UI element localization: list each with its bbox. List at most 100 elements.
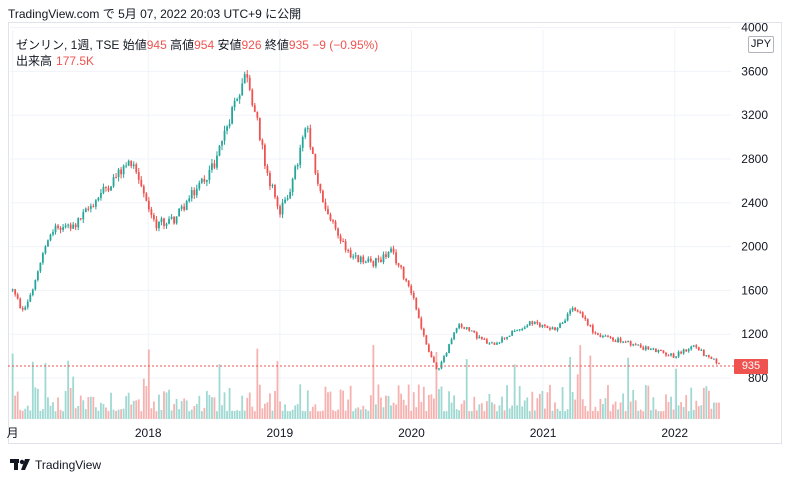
publish-date-text: で 5月 07, 2022 20:03 UTC+9 に公開 xyxy=(102,7,302,21)
candle-body xyxy=(438,368,440,370)
volume-bar xyxy=(528,411,531,419)
candle-body xyxy=(433,357,435,363)
volume-bar xyxy=(440,386,443,419)
candle-body xyxy=(29,294,32,302)
x-tick-label: 月 xyxy=(7,426,19,440)
volume-bar xyxy=(397,385,400,419)
candle-body xyxy=(675,356,677,358)
volume-bar xyxy=(607,385,609,419)
volume-bar xyxy=(29,410,32,419)
candle-body xyxy=(458,324,461,329)
candle-body xyxy=(316,173,319,184)
volume-bar xyxy=(132,400,135,419)
tradingview-logo-icon xyxy=(10,459,30,470)
volume-bar xyxy=(180,401,183,419)
high-value: 954 xyxy=(194,38,215,52)
candle-body xyxy=(662,350,665,353)
candle-body xyxy=(536,321,539,324)
volume-bar xyxy=(261,408,264,419)
candle-body xyxy=(718,363,720,365)
candle-body xyxy=(135,164,138,173)
volume-bar xyxy=(367,410,370,419)
volume-bar xyxy=(672,409,675,419)
volume-bar xyxy=(352,411,355,419)
volume-bars xyxy=(11,345,720,419)
volume-bar xyxy=(31,361,34,419)
candle-body xyxy=(286,198,289,200)
candle-body xyxy=(402,267,405,279)
volume-bar xyxy=(647,385,650,419)
candle-body xyxy=(205,180,208,182)
candle-body xyxy=(493,342,496,345)
volume-bar xyxy=(241,395,244,419)
candle-body xyxy=(208,169,211,181)
time-axis: 月 2018 2019 2020 2021 2022 xyxy=(7,426,689,440)
volume-bar xyxy=(39,410,42,419)
candle-body xyxy=(609,336,612,338)
candle-body xyxy=(453,332,455,340)
volume-bar xyxy=(581,399,584,419)
volume-bar xyxy=(125,396,128,419)
candle-body xyxy=(21,308,24,310)
candle-body xyxy=(342,241,344,243)
volume-bar xyxy=(74,408,77,419)
candle-body xyxy=(195,188,198,196)
candle-body xyxy=(581,312,584,318)
candle-body xyxy=(47,240,49,247)
volume-bar xyxy=(84,409,87,419)
volume-bar xyxy=(152,401,155,419)
tradingview-branding[interactable]: TradingView xyxy=(10,458,101,472)
candle-body xyxy=(546,325,549,328)
volume-bar xyxy=(458,410,461,419)
volume-bar xyxy=(228,388,231,419)
candle-body xyxy=(77,218,80,228)
volume-bar xyxy=(468,411,471,419)
volume-bar xyxy=(493,404,496,419)
volume-bar xyxy=(521,406,524,419)
candle-body xyxy=(54,225,57,233)
volume-bar xyxy=(170,410,173,419)
volume-bar xyxy=(198,395,201,419)
volume-bar xyxy=(556,408,559,419)
candle-body xyxy=(284,199,286,203)
currency-button[interactable]: JPY xyxy=(748,36,774,53)
candle-body xyxy=(513,330,516,332)
candle-body xyxy=(556,327,559,331)
candle-body xyxy=(44,246,47,254)
candle-body xyxy=(82,212,85,220)
candle-body xyxy=(672,353,675,358)
volume-bar xyxy=(94,407,97,419)
candle-body xyxy=(107,187,110,191)
candle-body xyxy=(79,218,82,220)
chart-frame[interactable] xyxy=(8,22,782,444)
volume-bar xyxy=(685,395,688,419)
candle-body xyxy=(397,263,400,266)
volume-bar xyxy=(380,397,382,419)
volume-bar xyxy=(309,411,312,419)
volume-bar xyxy=(24,408,27,419)
volume-bar xyxy=(334,411,337,419)
tradingview-site-label: TradingView.com xyxy=(8,7,100,21)
candle-body xyxy=(309,128,312,148)
volume-bar xyxy=(243,410,246,419)
volume-bar xyxy=(571,391,574,419)
candle-body xyxy=(475,332,478,339)
volume-bar xyxy=(460,403,463,419)
volume-bar xyxy=(594,406,597,419)
volume-bar xyxy=(213,397,216,419)
candle-body xyxy=(503,337,506,339)
volume-bar xyxy=(420,401,423,419)
candle-body xyxy=(67,224,70,226)
candle-body xyxy=(579,311,582,313)
volume-bar xyxy=(120,409,123,419)
candle-body xyxy=(624,341,627,343)
volume-bar xyxy=(377,384,380,419)
publish-caption: TradingView.com で 5月 07, 2022 20:03 UTC+… xyxy=(8,5,301,22)
volume-bar xyxy=(453,395,455,419)
candle-body xyxy=(425,335,428,345)
candle-body xyxy=(531,321,534,324)
candle-body xyxy=(667,355,670,357)
volume-bar xyxy=(188,411,191,419)
candle-body xyxy=(496,342,498,345)
